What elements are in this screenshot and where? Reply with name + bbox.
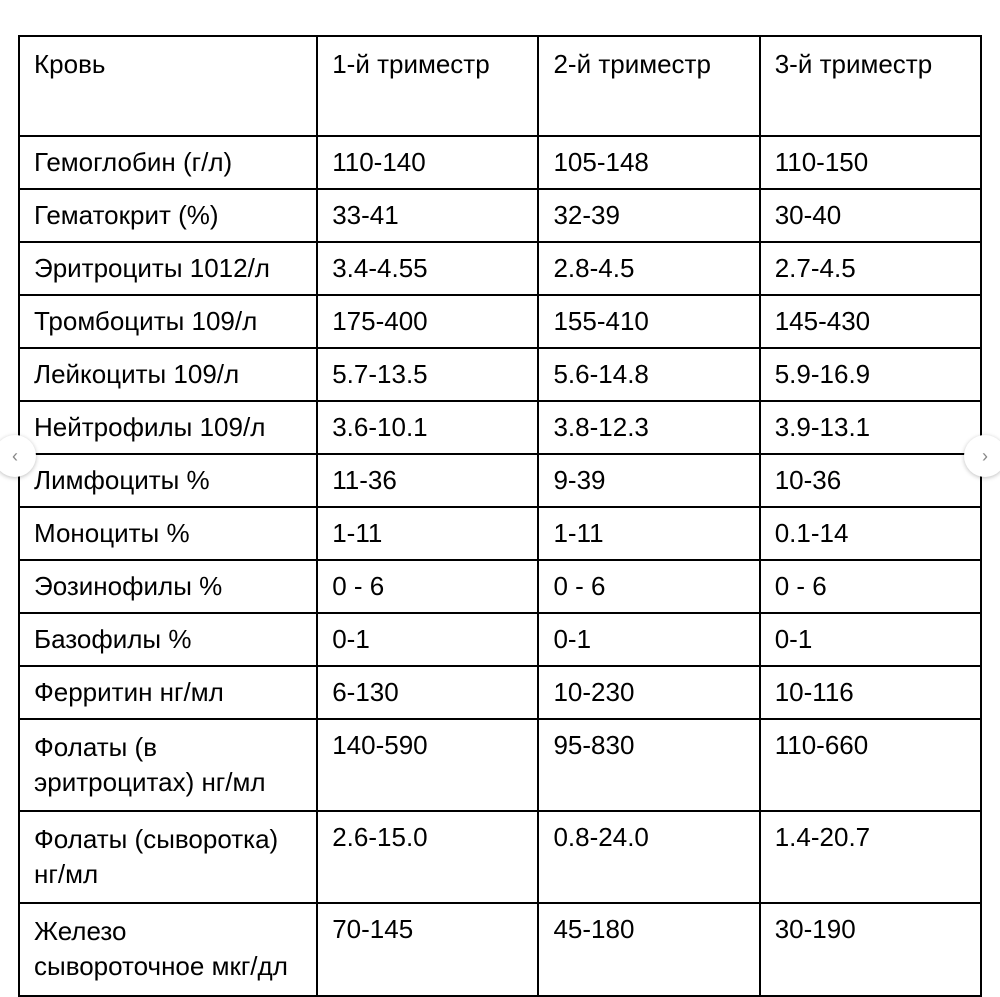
next-nav-button[interactable]: › <box>964 435 1000 477</box>
table-row: Моноциты % 1-11 1-11 0.1-14 <box>19 507 981 560</box>
cell-param: Фолаты (сыворотка) нг/мл <box>19 811 317 903</box>
cell-tri1: 2.6-15.0 <box>317 811 538 903</box>
cell-tri1: 5.7-13.5 <box>317 348 538 401</box>
cell-param: Тромбоциты 109/л <box>19 295 317 348</box>
cell-tri2: 0 - 6 <box>538 560 759 613</box>
table-row: Тромбоциты 109/л 175-400 155-410 145-430 <box>19 295 981 348</box>
cell-tri1: 33-41 <box>317 189 538 242</box>
cell-param: Моноциты % <box>19 507 317 560</box>
cell-tri3: 0 - 6 <box>760 560 981 613</box>
cell-tri2: 32-39 <box>538 189 759 242</box>
table-header-row: Кровь 1-й триместр 2-й триместр 3-й трим… <box>19 36 981 136</box>
cell-tri2: 0-1 <box>538 613 759 666</box>
cell-tri3: 110-660 <box>760 719 981 811</box>
cell-param: Железо сывороточное мкг/дл <box>19 903 317 995</box>
cell-tri1: 11-36 <box>317 454 538 507</box>
table-row: Гематокрит (%) 33-41 32-39 30-40 <box>19 189 981 242</box>
col-header-tri1: 1-й триместр <box>317 36 538 136</box>
cell-tri1: 70-145 <box>317 903 538 995</box>
cell-tri3: 3.9-13.1 <box>760 401 981 454</box>
cell-tri3: 145-430 <box>760 295 981 348</box>
cell-tri2: 5.6-14.8 <box>538 348 759 401</box>
cell-tri2: 0.8-24.0 <box>538 811 759 903</box>
table-row: Железо сывороточное мкг/дл 70-145 45-180… <box>19 903 981 995</box>
cell-tri2: 45-180 <box>538 903 759 995</box>
chevron-right-icon: › <box>982 446 988 467</box>
cell-tri2: 3.8-12.3 <box>538 401 759 454</box>
cell-tri1: 0 - 6 <box>317 560 538 613</box>
cell-tri3: 10-36 <box>760 454 981 507</box>
cell-param: Ферритин нг/мл <box>19 666 317 719</box>
cell-tri3: 1.4-20.7 <box>760 811 981 903</box>
cell-tri1: 6-130 <box>317 666 538 719</box>
table-row: Гемоглобин (г/л) 110-140 105-148 110-150 <box>19 136 981 189</box>
table-row: Ферритин нг/мл 6-130 10-230 10-116 <box>19 666 981 719</box>
cell-param: Лейкоциты 109/л <box>19 348 317 401</box>
table-row: Лейкоциты 109/л 5.7-13.5 5.6-14.8 5.9-16… <box>19 348 981 401</box>
col-header-param: Кровь <box>19 36 317 136</box>
cell-param: Гемоглобин (г/л) <box>19 136 317 189</box>
cell-tri1: 3.4-4.55 <box>317 242 538 295</box>
cell-tri2: 2.8-4.5 <box>538 242 759 295</box>
cell-tri2: 1-11 <box>538 507 759 560</box>
col-header-tri2: 2-й триместр <box>538 36 759 136</box>
cell-param: Эозинофилы % <box>19 560 317 613</box>
chevron-left-icon: ‹ <box>12 446 18 467</box>
cell-param: Фолаты (в эритроцитах) нг/мл <box>19 719 317 811</box>
cell-param: Нейтрофилы 109/л <box>19 401 317 454</box>
cell-param: Базофилы % <box>19 613 317 666</box>
table-row: Эозинофилы % 0 - 6 0 - 6 0 - 6 <box>19 560 981 613</box>
cell-param: Лимфоциты % <box>19 454 317 507</box>
cell-tri2: 155-410 <box>538 295 759 348</box>
table-row: Базофилы % 0-1 0-1 0-1 <box>19 613 981 666</box>
cell-tri2: 10-230 <box>538 666 759 719</box>
cell-tri1: 3.6-10.1 <box>317 401 538 454</box>
cell-tri3: 30-40 <box>760 189 981 242</box>
cell-tri3: 0.1-14 <box>760 507 981 560</box>
blood-reference-table: Кровь 1-й триместр 2-й триместр 3-й трим… <box>18 35 982 997</box>
cell-tri2: 9-39 <box>538 454 759 507</box>
table-row: Нейтрофилы 109/л 3.6-10.1 3.8-12.3 3.9-1… <box>19 401 981 454</box>
cell-tri3: 5.9-16.9 <box>760 348 981 401</box>
cell-tri1: 175-400 <box>317 295 538 348</box>
cell-tri3: 110-150 <box>760 136 981 189</box>
table-row: Лимфоциты % 11-36 9-39 10-36 <box>19 454 981 507</box>
table-row: Фолаты (в эритроцитах) нг/мл 140-590 95-… <box>19 719 981 811</box>
table-body: Гемоглобин (г/л) 110-140 105-148 110-150… <box>19 136 981 996</box>
cell-tri3: 2.7-4.5 <box>760 242 981 295</box>
cell-param: Гематокрит (%) <box>19 189 317 242</box>
cell-tri1: 0-1 <box>317 613 538 666</box>
cell-tri1: 140-590 <box>317 719 538 811</box>
cell-tri2: 105-148 <box>538 136 759 189</box>
table-row: Эритроциты 1012/л 3.4-4.55 2.8-4.5 2.7-4… <box>19 242 981 295</box>
cell-tri3: 10-116 <box>760 666 981 719</box>
col-header-tri3: 3-й триместр <box>760 36 981 136</box>
cell-tri2: 95-830 <box>538 719 759 811</box>
cell-tri1: 110-140 <box>317 136 538 189</box>
cell-tri1: 1-11 <box>317 507 538 560</box>
cell-tri3: 0-1 <box>760 613 981 666</box>
table-row: Фолаты (сыворотка) нг/мл 2.6-15.0 0.8-24… <box>19 811 981 903</box>
cell-tri3: 30-190 <box>760 903 981 995</box>
cell-param: Эритроциты 1012/л <box>19 242 317 295</box>
